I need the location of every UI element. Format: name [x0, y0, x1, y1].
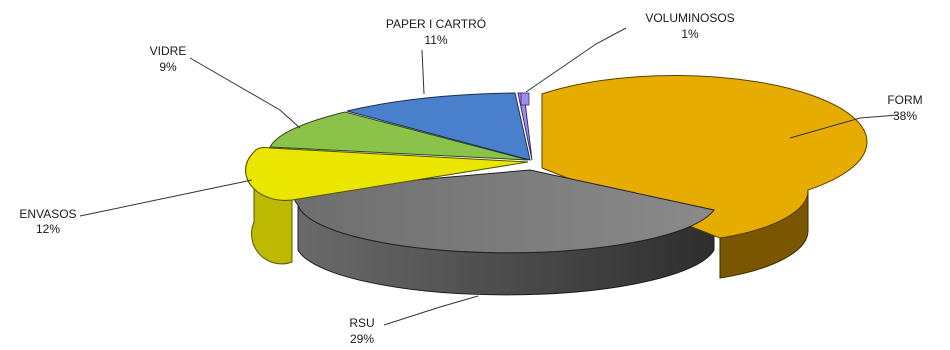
label-envasos: ENVASOS — [19, 207, 76, 221]
leader-vidre — [189, 57, 301, 129]
slice-vidre — [269, 111, 529, 161]
percent-vidre: 9% — [159, 60, 177, 74]
leader-form — [789, 114, 899, 139]
label-rsu: RSU — [349, 316, 374, 330]
leader-rsu — [383, 295, 479, 326]
percent-rsu: 29% — [350, 332, 374, 346]
label-form: FORM — [887, 93, 922, 107]
percent-paper-i-cartro: 11% — [424, 33, 447, 47]
leader-voluminosos — [525, 27, 627, 93]
slice-paper-i-cartro — [346, 92, 531, 161]
percent-voluminosos: 1% — [681, 27, 699, 41]
slice-envasos — [245, 147, 529, 201]
leader-paper-i-cartro — [421, 49, 425, 95]
slice-voluminosos-side — [520, 92, 530, 106]
label-vidre: VIDRE — [150, 44, 187, 58]
percent-form: 38% — [893, 109, 917, 123]
leader-envasos — [79, 179, 253, 217]
label-paper-i-cartro: PAPER I CARTRÓ — [386, 16, 486, 31]
percent-envasos: 12% — [36, 222, 60, 236]
label-voluminosos: VOLUMINOSOS — [645, 11, 734, 25]
slice-rsu — [294, 169, 715, 254]
